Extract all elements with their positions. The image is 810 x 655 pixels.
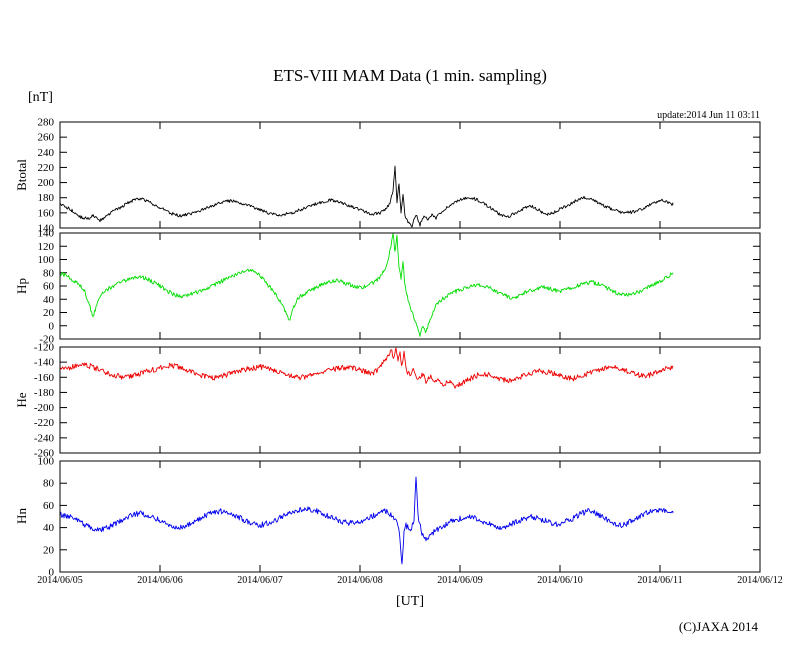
panel-Btotal: 140 160 180 200 220 240 260 280 bbox=[38, 117, 761, 235]
x-tick-label: 2014/06/10 bbox=[537, 575, 583, 586]
x-tick-label: 2014/06/11 bbox=[637, 575, 683, 586]
y-tick-label: 0 bbox=[49, 320, 55, 332]
panel-border bbox=[59, 121, 761, 229]
y-tick-label: -160 bbox=[34, 372, 55, 384]
panel-label-hp: Hp bbox=[14, 278, 29, 294]
y-tick-label: -20 bbox=[39, 334, 54, 346]
Btotal-series-line bbox=[59, 165, 674, 228]
y-tick-label: 80 bbox=[43, 267, 55, 279]
y-unit-label: [nT] bbox=[28, 90, 53, 105]
y-tick-label: 140 bbox=[38, 223, 55, 235]
y-tick-label: 260 bbox=[38, 132, 55, 144]
Hn-series-line bbox=[59, 476, 674, 565]
chart-title: ETS-VIII MAM Data (1 min. sampling) bbox=[273, 66, 547, 85]
y-tick-label: 220 bbox=[38, 162, 55, 174]
x-tick-label: 2014/06/09 bbox=[437, 575, 483, 586]
y-tick-label: 0 bbox=[49, 567, 55, 579]
x-tick-label: 2014/06/12 bbox=[737, 575, 783, 586]
y-tick-label: 120 bbox=[38, 241, 55, 253]
y-tick-label: 200 bbox=[38, 177, 55, 189]
panel-label-hn: Hn bbox=[14, 508, 29, 524]
y-tick-label: 140 bbox=[38, 228, 55, 240]
y-tick-label: -180 bbox=[34, 387, 55, 399]
y-tick-label: 100 bbox=[38, 254, 55, 266]
Hp-series-line bbox=[59, 232, 674, 337]
copyright-text: (C)JAXA 2014 bbox=[678, 619, 758, 634]
panel-border bbox=[59, 232, 761, 340]
x-axis-label: [UT] bbox=[396, 594, 424, 609]
y-tick-label: 20 bbox=[43, 544, 55, 556]
y-tick-label: -140 bbox=[34, 357, 55, 369]
y-tick-label: 60 bbox=[43, 281, 55, 293]
y-tick-label: 60 bbox=[43, 500, 55, 512]
panel-label-he: He bbox=[14, 392, 29, 408]
x-tick-label: 2014/06/08 bbox=[337, 575, 383, 586]
y-tick-label: -120 bbox=[34, 342, 55, 354]
y-tick-label: 100 bbox=[38, 456, 55, 468]
y-tick-label: 40 bbox=[43, 522, 55, 534]
panel-He: -260 -240 -220 -200 -180 -160 -140 -120 bbox=[34, 342, 761, 460]
y-tick-label: 20 bbox=[43, 307, 55, 319]
He-series-line bbox=[59, 347, 674, 389]
y-tick-label: 40 bbox=[43, 294, 55, 306]
x-tick-label: 2014/06/06 bbox=[137, 575, 183, 586]
panel-border bbox=[59, 346, 761, 454]
y-tick-label: 180 bbox=[38, 192, 55, 204]
y-tick-label: -220 bbox=[34, 417, 55, 429]
panel-border bbox=[59, 460, 761, 573]
y-tick-label: 240 bbox=[38, 147, 55, 159]
x-tick-label: 2014/06/07 bbox=[237, 575, 283, 586]
y-tick-label: 160 bbox=[38, 207, 55, 219]
panel-label-btotal: Btotal bbox=[14, 159, 29, 191]
y-tick-label: 80 bbox=[43, 478, 55, 490]
y-tick-label: -260 bbox=[34, 448, 55, 460]
panel-Hn: 0 20 40 60 80 100 bbox=[38, 456, 761, 579]
y-tick-label: -200 bbox=[34, 402, 55, 414]
y-tick-label: -240 bbox=[34, 432, 55, 444]
update-timestamp: update:2014 Jun 11 03:11 bbox=[657, 110, 760, 121]
x-tick-label: 2014/06/05 bbox=[37, 575, 83, 586]
y-tick-label: 280 bbox=[38, 117, 55, 129]
